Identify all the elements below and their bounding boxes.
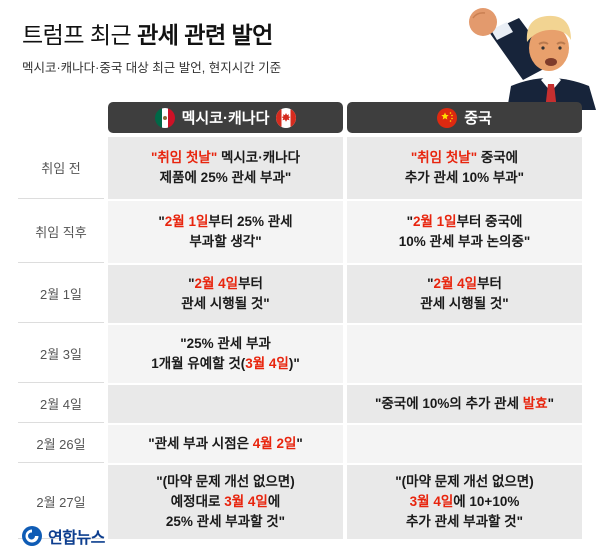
column-header-label: 멕시코·캐나다 bbox=[181, 110, 270, 127]
table-row: 2월 1일 "2월 4일부터 관세 시행될 것" "2월 4일부터 관세 시행될 것… bbox=[18, 265, 582, 323]
row-date-label: 2월 4일 bbox=[18, 385, 104, 423]
row-date-label: 취임 직후 bbox=[18, 201, 104, 263]
statement-cell-cn: "2월 4일부터 관세 시행될 것" bbox=[347, 265, 582, 323]
page-title-bold: 관세 관련 발언 bbox=[137, 22, 273, 48]
row-date-label: 2월 1일 bbox=[18, 265, 104, 323]
statement-cell-cn: "(마약 문제 개선 없으면) 3월 4일에 10+10% 추가 관세 부과할 … bbox=[347, 465, 582, 539]
statement-cell-mx: "2월 4일부터 관세 시행될 것" bbox=[108, 265, 343, 323]
mexico-flag-icon bbox=[154, 107, 175, 128]
statement-cell-mx: "2월 1일부터 25% 관세 부과할 생각" bbox=[108, 201, 343, 263]
table-rows: 취임 전 "취임 첫날" 멕시코·캐나다 제품에 25% 관세 부과" "취임 첫날… bbox=[18, 137, 582, 539]
yonhap-logo-text: 연합뉴스 bbox=[48, 530, 105, 547]
statement-cell-cn bbox=[347, 325, 582, 383]
statement-text: "2월 4일부터 관세 시행될 것" bbox=[181, 275, 270, 311]
statement-cell-mx: "(마약 문제 개선 없으면) 예정대로 3월 4일에 25% 관세 부과할 것… bbox=[108, 465, 343, 539]
corner-spacer bbox=[18, 102, 104, 133]
statement-text: "2월 1일부터 25% 관세 부과할 생각" bbox=[158, 213, 293, 249]
table-row: 2월 3일 "25% 관세 부과 1개월 유예할 것(3월 4일)" bbox=[18, 325, 582, 383]
table-row: 2월 27일 "(마약 문제 개선 없으면) 예정대로 3월 4일에 25% 관세… bbox=[18, 465, 582, 539]
table-row: 취임 직후 "2월 1일부터 25% 관세 부과할 생각" "2월 1일부터 중국에… bbox=[18, 201, 582, 263]
tariff-statements-table: 멕시코·캐나다 bbox=[18, 102, 582, 539]
table-header-row: 멕시코·캐나다 bbox=[18, 102, 582, 133]
row-date-label: 2월 26일 bbox=[18, 425, 104, 463]
statement-cell-mx bbox=[108, 385, 343, 423]
table-row: 2월 26일 "관세 부과 시점은 4월 2일" bbox=[18, 425, 582, 463]
statement-text: "취임 첫날" 중국에 추가 관세 10% 부과" bbox=[404, 149, 525, 185]
statement-text: "2월 4일부터 관세 시행될 것" bbox=[420, 275, 509, 311]
statement-text: "25% 관세 부과 1개월 유예할 것(3월 4일)" bbox=[151, 335, 300, 371]
yonhap-logo-icon bbox=[22, 526, 42, 546]
statement-cell-cn: "2월 1일부터 중국에 10% 관세 부과 논의중" bbox=[347, 201, 582, 263]
column-header-china: 중국 bbox=[347, 102, 582, 133]
page-subtitle: 멕시코·캐나다·중국 대상 최근 발언, 현지시간 기준 bbox=[22, 61, 282, 75]
statement-cell-cn: "취임 첫날" 중국에 추가 관세 10% 부과" bbox=[347, 137, 582, 199]
statement-text: "2월 1일부터 중국에 10% 관세 부과 논의중" bbox=[398, 213, 531, 249]
row-date-label: 2월 3일 bbox=[18, 325, 104, 383]
statement-cell-mx: "취임 첫날" 멕시코·캐나다 제품에 25% 관세 부과" bbox=[108, 137, 343, 199]
statement-cell-mx: "관세 부과 시점은 4월 2일" bbox=[108, 425, 343, 463]
statement-text: "중국에 10%의 추가 관세 발효" bbox=[374, 395, 555, 411]
china-flag-icon bbox=[437, 107, 458, 128]
page-title: 트럼프 최근 관세 관련 발언 bbox=[0, 0, 600, 50]
row-date-label: 취임 전 bbox=[18, 137, 104, 199]
table-row: 2월 4일 "중국에 10%의 추가 관세 발효" bbox=[18, 385, 582, 423]
statement-text: "(마약 문제 개선 없으면) 3월 4일에 10+10% 추가 관세 부과할 … bbox=[395, 473, 534, 530]
table-row: 취임 전 "취임 첫날" 멕시코·캐나다 제품에 25% 관세 부과" "취임 첫날… bbox=[18, 137, 582, 199]
yonhap-logo: 연합뉴스 bbox=[22, 524, 105, 548]
statement-text: "취임 첫날" 멕시코·캐나다 제품에 25% 관세 부과" bbox=[150, 149, 300, 185]
page-title-light: 트럼프 최근 bbox=[22, 22, 138, 48]
statement-text: "(마약 문제 개선 없으면) 예정대로 3월 4일에 25% 관세 부과할 것… bbox=[156, 473, 295, 530]
statement-text: "관세 부과 시점은 4월 2일" bbox=[148, 435, 303, 451]
statement-cell-cn bbox=[347, 425, 582, 463]
canada-flag-icon bbox=[276, 107, 297, 128]
statement-cell-mx: "25% 관세 부과 1개월 유예할 것(3월 4일)" bbox=[108, 325, 343, 383]
statement-cell-cn: "중국에 10%의 추가 관세 발효" bbox=[347, 385, 582, 423]
column-header-mexico-canada: 멕시코·캐나다 bbox=[108, 102, 343, 133]
column-header-label: 중국 bbox=[464, 110, 492, 127]
